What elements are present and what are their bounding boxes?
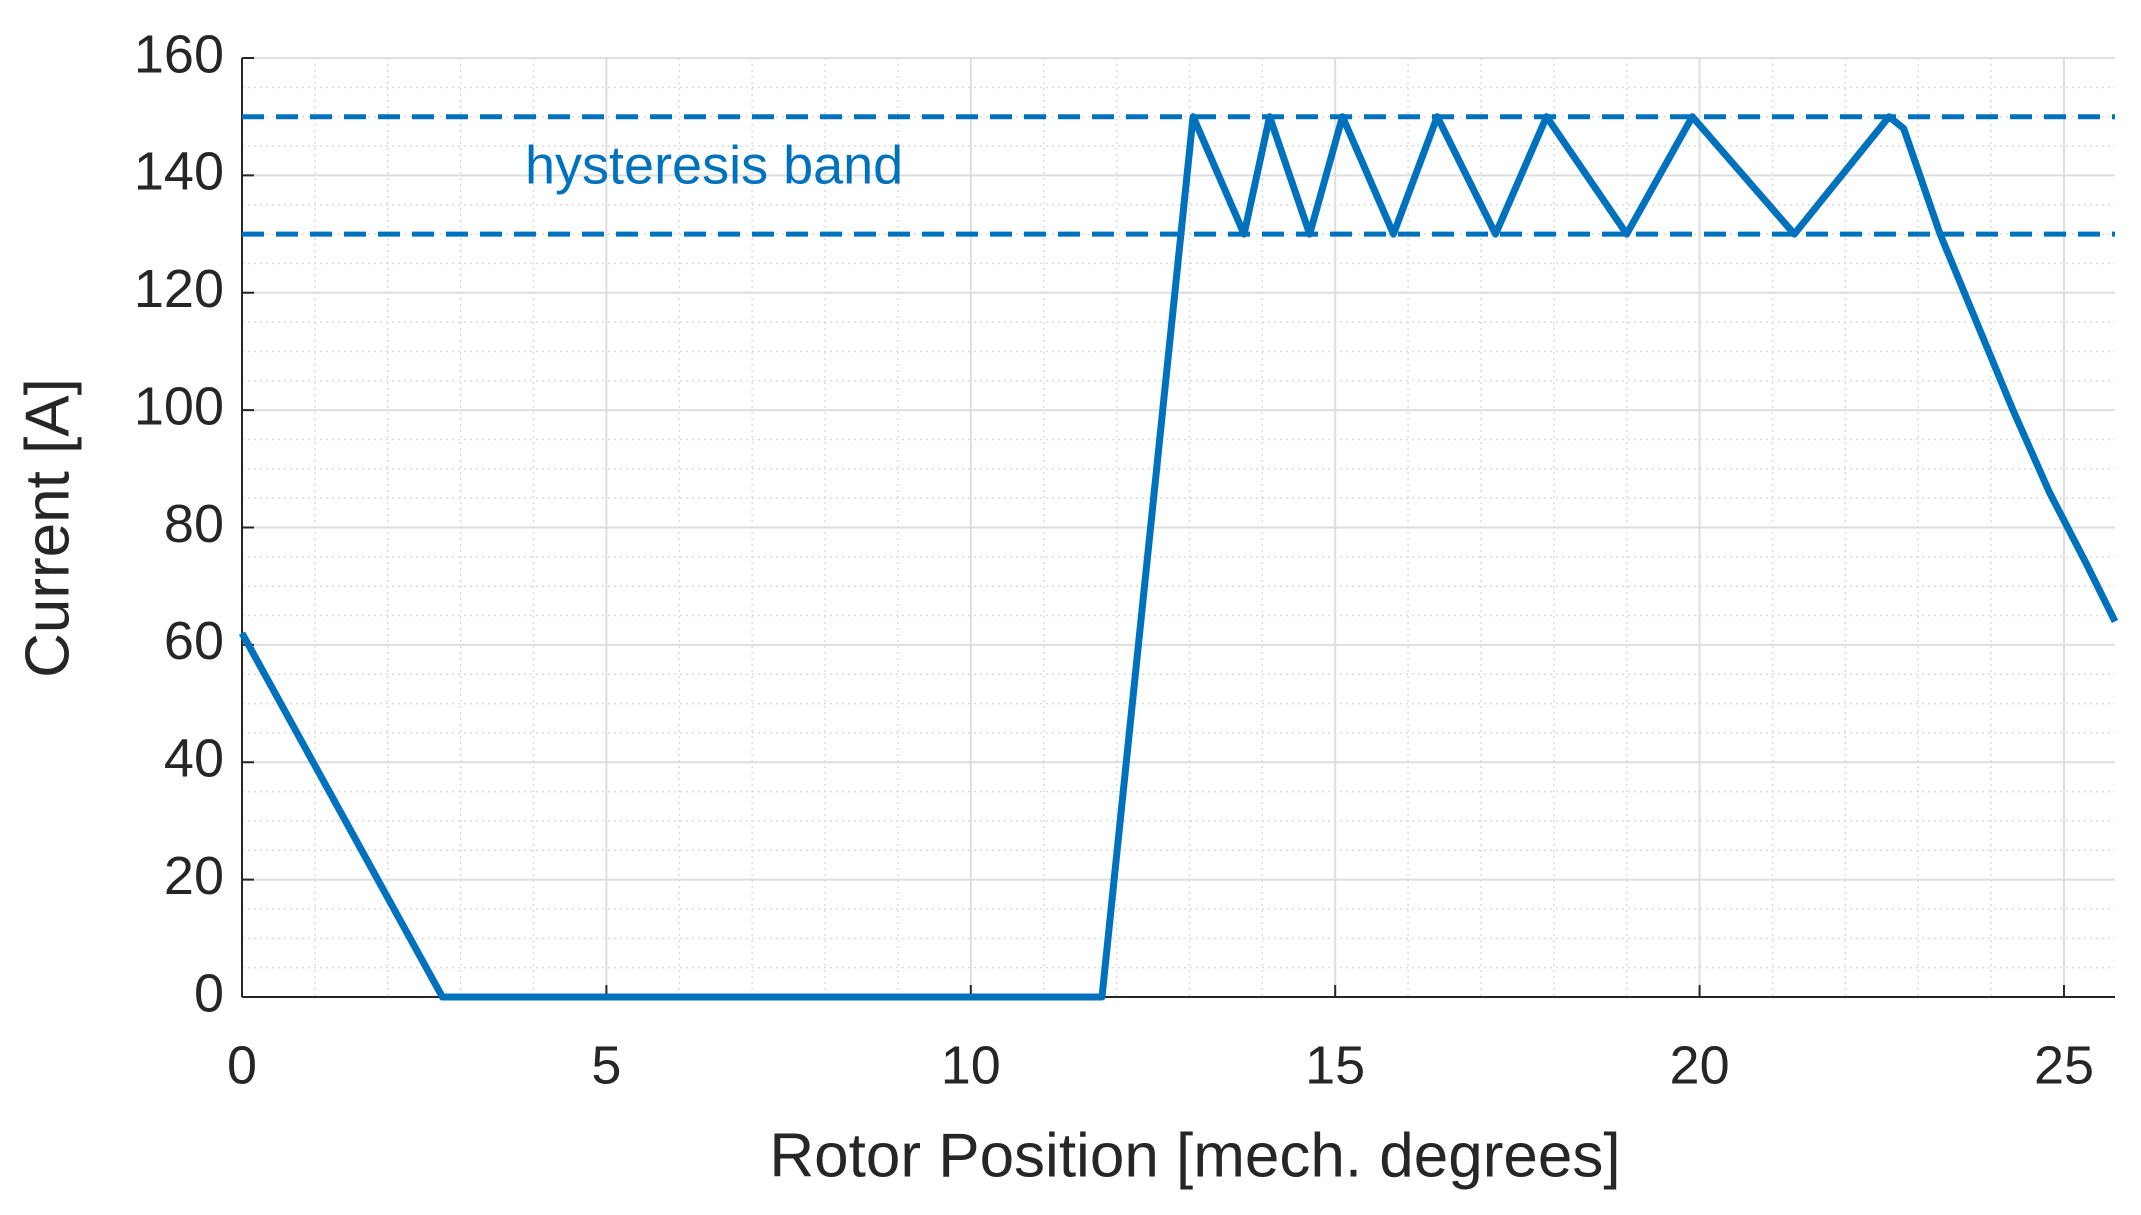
data-line	[238, 113, 2119, 1001]
x-axis-label: Rotor Position [mech. degrees]	[769, 1121, 1620, 1190]
y-tick-label: 140	[134, 142, 224, 202]
x-tick-label: 0	[227, 1035, 257, 1095]
y-tick-label: 60	[164, 611, 224, 671]
x-tick-label: 10	[941, 1035, 1001, 1095]
y-tick-label: 100	[134, 376, 224, 436]
x-tick-label: 5	[591, 1035, 621, 1095]
y-tick-label: 40	[164, 729, 224, 789]
annotation: hysteresis band	[525, 135, 903, 195]
x-tick-label: 25	[2034, 1035, 2094, 1095]
x-tick-label: 20	[1670, 1035, 1730, 1095]
y-tick-label: 120	[134, 259, 224, 319]
y-axis-label: Current [A]	[13, 378, 82, 678]
y-tick-label: 80	[164, 494, 224, 554]
y-tick-label: 20	[164, 846, 224, 906]
y-tick-label: 160	[134, 24, 224, 84]
y-tick-label: 0	[194, 963, 224, 1023]
x-tick-label: 15	[1305, 1035, 1365, 1095]
